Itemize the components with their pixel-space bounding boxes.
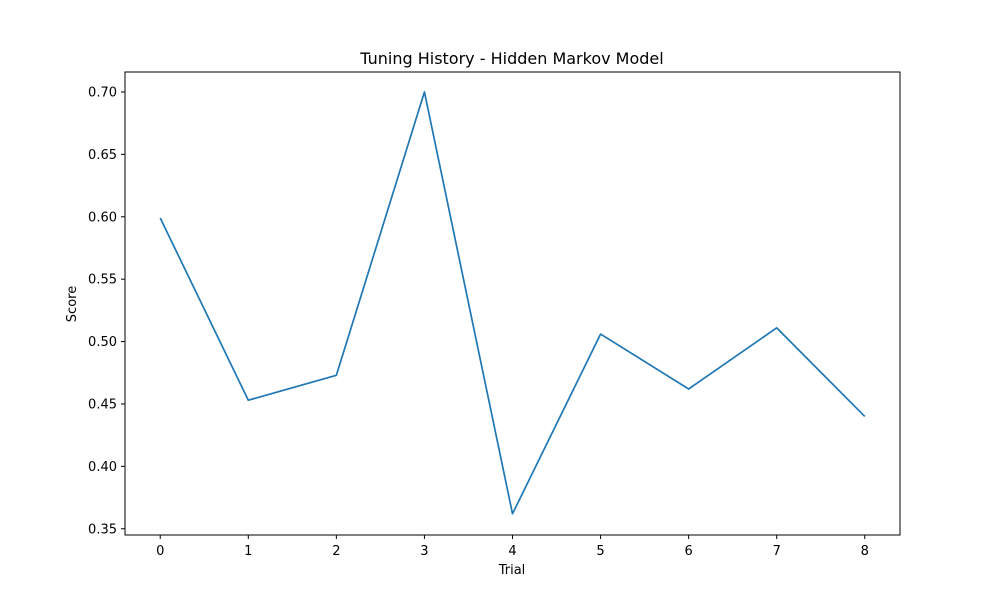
y-tick-label: 0.65 — [88, 148, 117, 163]
series-group — [159, 91, 866, 515]
chart-title: Tuning History - Hidden Markov Model — [359, 49, 663, 68]
x-tick-label: 3 — [420, 544, 428, 559]
y-tick-label: 0.45 — [88, 397, 117, 412]
x-axis-label: Trial — [498, 563, 526, 578]
x-tick-label: 2 — [332, 544, 340, 559]
x-tick-label: 8 — [861, 544, 869, 559]
y-tick-label: 0.35 — [88, 522, 117, 537]
y-axis: 0.35 0.40 0.45 0.50 0.55 0.60 0.65 0.70 — [88, 85, 125, 537]
x-tick-label: 4 — [508, 544, 516, 559]
y-tick-label: 0.40 — [88, 460, 117, 475]
x-axis: 0 1 2 3 4 5 6 7 8 — [156, 535, 869, 559]
y-tick-label: 0.70 — [88, 85, 117, 100]
x-tick-label: 7 — [773, 544, 781, 559]
x-tick-label: 5 — [596, 544, 604, 559]
x-tick-label: 6 — [684, 544, 692, 559]
plot-frame — [124, 71, 901, 536]
y-tick-label: 0.60 — [88, 210, 117, 225]
y-axis-label: Score — [65, 286, 80, 322]
series-line — [159, 91, 866, 515]
x-tick-label: 1 — [244, 544, 252, 559]
y-tick-label: 0.50 — [88, 335, 117, 350]
x-tick-label: 0 — [156, 544, 164, 559]
y-tick-label: 0.55 — [88, 273, 117, 288]
